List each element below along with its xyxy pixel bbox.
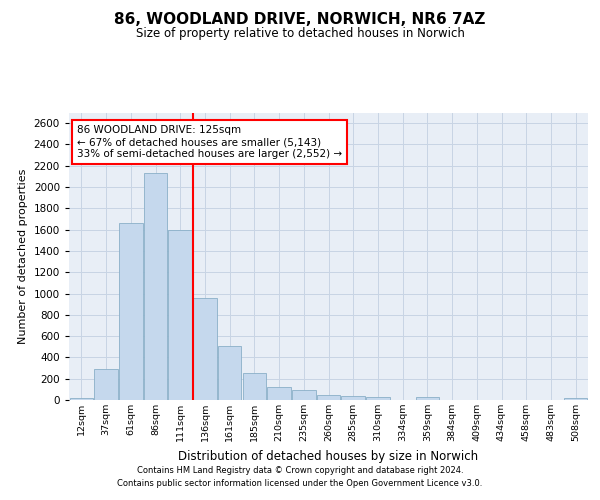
Bar — [341, 396, 365, 400]
Bar — [218, 346, 241, 400]
Bar — [564, 398, 587, 400]
Bar — [144, 173, 167, 400]
Text: 86 WOODLAND DRIVE: 125sqm
← 67% of detached houses are smaller (5,143)
33% of se: 86 WOODLAND DRIVE: 125sqm ← 67% of detac… — [77, 126, 342, 158]
Bar — [193, 298, 217, 400]
Bar — [70, 398, 93, 400]
Bar — [292, 390, 316, 400]
Bar — [366, 398, 389, 400]
Bar — [119, 223, 143, 400]
Text: 86, WOODLAND DRIVE, NORWICH, NR6 7AZ: 86, WOODLAND DRIVE, NORWICH, NR6 7AZ — [115, 12, 485, 28]
X-axis label: Distribution of detached houses by size in Norwich: Distribution of detached houses by size … — [178, 450, 479, 462]
Text: Size of property relative to detached houses in Norwich: Size of property relative to detached ho… — [136, 28, 464, 40]
Text: Contains HM Land Registry data © Crown copyright and database right 2024.
Contai: Contains HM Land Registry data © Crown c… — [118, 466, 482, 487]
Bar — [242, 374, 266, 400]
Bar — [268, 387, 291, 400]
Bar — [94, 368, 118, 400]
Bar — [169, 230, 192, 400]
Bar — [317, 394, 340, 400]
Bar — [416, 398, 439, 400]
Y-axis label: Number of detached properties: Number of detached properties — [18, 168, 28, 344]
